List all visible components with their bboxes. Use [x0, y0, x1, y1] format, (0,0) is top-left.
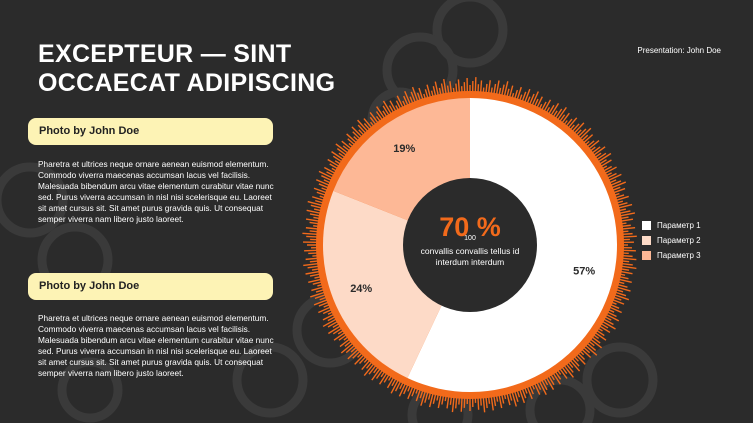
paragraph-2: Pharetra et ultrices neque ornare aenean… [38, 313, 274, 378]
paragraph-1: Pharetra et ultrices neque ornare aenean… [38, 159, 274, 224]
legend-label: Параметр 2 [657, 236, 701, 245]
donut-hole [403, 178, 537, 312]
chart-legend: Параметр 1 Параметр 2 Параметр 3 [642, 218, 701, 263]
center-caption: convallis convallis tellus id interdum in… [421, 246, 520, 267]
legend-item: Параметр 1 [642, 218, 701, 233]
center-sub-value: 100 [464, 235, 476, 242]
photo-tag-1: Photo by John Doe [28, 118, 273, 145]
photo-tag-2: Photo by John Doe [28, 273, 273, 300]
slice-label-2: 24% [350, 283, 372, 295]
presenter-label: Presentation: John Doe [637, 46, 721, 55]
legend-swatch [642, 251, 651, 260]
legend-item: Параметр 3 [642, 248, 701, 263]
legend-swatch [642, 236, 651, 245]
outer-ring-fur [302, 77, 637, 413]
slice-label-3: 19% [393, 143, 415, 155]
center-value: 70 % [439, 212, 501, 242]
legend-label: Параметр 1 [657, 221, 701, 230]
legend-swatch [642, 221, 651, 230]
legend-item: Параметр 2 [642, 233, 701, 248]
slide-title: EXCEPTEUR — SINT OCCAECAT ADIPISCING [38, 40, 336, 97]
legend-label: Параметр 3 [657, 251, 701, 260]
slice-label-1: 57% [573, 266, 595, 278]
